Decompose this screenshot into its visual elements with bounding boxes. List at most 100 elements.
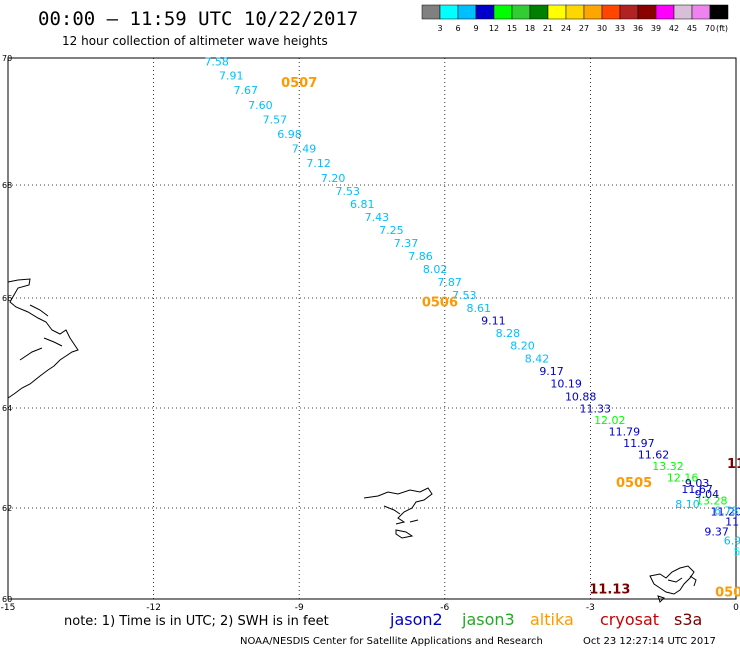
colorbar-swatch bbox=[565, 4, 585, 20]
satellite-legend-item: jason2 bbox=[389, 610, 443, 629]
swh-value: 9.03 bbox=[685, 477, 710, 490]
lat-label: 64 bbox=[2, 404, 12, 413]
swh-value: 11.79 bbox=[609, 426, 641, 439]
colorbar-swatch bbox=[655, 4, 675, 20]
swh-value: 6.78 bbox=[714, 504, 739, 517]
swh-value: 7.53 bbox=[452, 289, 477, 302]
colorbar-swatch bbox=[691, 4, 711, 20]
swh-value: 7.43 bbox=[365, 211, 390, 224]
swh-value: 8.28 bbox=[496, 327, 521, 340]
swh-value: 10.19 bbox=[550, 378, 582, 391]
colorbar-tick-label: 21 bbox=[543, 24, 553, 33]
satellite-legend-item: s3a bbox=[674, 610, 702, 629]
swh-value: 6.81 bbox=[350, 198, 375, 211]
swh-value: 11.33 bbox=[580, 403, 612, 416]
swh-value: 7.91 bbox=[219, 70, 244, 83]
colorbar-tick-label: 6 bbox=[455, 24, 460, 33]
colorbar-tick-label: 45 bbox=[687, 24, 697, 33]
colorbar-unit: (ft) bbox=[716, 24, 728, 33]
colorbar-tick-label: 36 bbox=[633, 24, 643, 33]
swh-value: 8.02 bbox=[423, 263, 448, 276]
colorbar-tick-label: 3 bbox=[437, 24, 442, 33]
swh-value: 7.53 bbox=[335, 185, 360, 198]
orbit-rev-label: 0506 bbox=[422, 295, 458, 310]
colorbar-swatch bbox=[583, 4, 603, 20]
footer-credit: NOAA/NESDIS Center for Satellite Applica… bbox=[240, 636, 543, 647]
swh-value: 7.60 bbox=[248, 99, 273, 112]
lat-label: 62 bbox=[2, 504, 12, 513]
colorbar-swatch bbox=[529, 4, 549, 20]
swh-value: 11.97 bbox=[623, 437, 655, 450]
colorbar-tick-label: 70 bbox=[705, 24, 715, 33]
swh-value: 11.62 bbox=[638, 449, 670, 462]
swh-value: 8.42 bbox=[525, 352, 550, 365]
lon-label: -9 bbox=[295, 603, 304, 613]
swh-value: 7.87 bbox=[437, 276, 462, 289]
colorbar-tick-label: 9 bbox=[473, 24, 478, 33]
lat-label: 60 bbox=[2, 595, 12, 604]
lat-label: 68 bbox=[2, 181, 12, 190]
swh-value: 9.04 bbox=[695, 488, 720, 501]
satellite-legend-item: cryosat bbox=[600, 610, 659, 629]
swh-value: 11.67 bbox=[681, 483, 713, 496]
lon-label: -3 bbox=[586, 603, 595, 613]
colorbar-swatch bbox=[673, 4, 693, 20]
lon-label: -6 bbox=[440, 603, 449, 613]
swh-labels: 7.587.917.677.607.576.987.497.127.207.53… bbox=[204, 56, 740, 559]
colorbar-swatch bbox=[475, 4, 495, 20]
lon-label: -12 bbox=[146, 603, 161, 613]
colorbar-swatch bbox=[439, 4, 459, 20]
swh-value: 7.49 bbox=[292, 143, 317, 156]
graticule-grid bbox=[8, 58, 736, 599]
swh-value: 11.56 bbox=[725, 516, 740, 529]
swh-value: 8.20 bbox=[510, 340, 535, 353]
colorbar-tick-label: 42 bbox=[669, 24, 679, 33]
colorbar-swatch bbox=[421, 4, 441, 20]
swh-value: 13.28 bbox=[696, 495, 728, 508]
colorbar-swatch bbox=[709, 4, 729, 20]
swh-value: 5.52 bbox=[733, 545, 740, 558]
orbit-rev-label: 050 bbox=[715, 585, 740, 600]
satellite-legend-item: jason3 bbox=[461, 610, 515, 629]
map-title: 00:00 – 11:59 UTC 10/22/2017 bbox=[38, 8, 358, 30]
orbit-rev-label: 0507 bbox=[281, 76, 317, 91]
lon-label: 0 bbox=[733, 603, 739, 613]
swh-value: 6.96 bbox=[724, 534, 740, 547]
colorbar-swatch bbox=[493, 4, 513, 20]
swh-value: 7.12 bbox=[306, 157, 331, 170]
map-subtitle: 12 hour collection of altimeter wave hei… bbox=[62, 34, 328, 48]
footer-note: note: 1) Time is in UTC; 2) SWH is in fe… bbox=[64, 614, 329, 629]
swh-value: 7.58 bbox=[204, 56, 229, 69]
colorbar-tick-label: 27 bbox=[579, 24, 589, 33]
colorbar-swatch bbox=[547, 4, 567, 20]
swh-value: 7.57 bbox=[263, 113, 288, 126]
orbit-rev-label: 11 bbox=[727, 457, 740, 472]
colorbar-tick-label: 39 bbox=[651, 24, 661, 33]
swh-value: 6.98 bbox=[277, 128, 302, 141]
coastline bbox=[7, 278, 697, 603]
lon-label: -15 bbox=[1, 603, 16, 613]
lat-label: 70 bbox=[2, 54, 12, 63]
colorbar-tick-label: 18 bbox=[525, 24, 535, 33]
colorbar-swatch bbox=[619, 4, 639, 20]
colorbar-tick-label: 12 bbox=[489, 24, 499, 33]
colorbar-swatch bbox=[637, 4, 657, 20]
swh-value: 12.02 bbox=[594, 414, 626, 427]
swh-value: 7.20 bbox=[321, 172, 346, 185]
plot-frame bbox=[7, 57, 737, 600]
swh-value: 8.61 bbox=[467, 302, 492, 315]
colorbar-legend: 3 6 9 12 15 18 21 24 27 30 33 36 39 42 45 70 (ft) bbox=[421, 4, 729, 33]
swh-value: 12.16 bbox=[667, 472, 699, 485]
satellite-legend: jason2 jason3 altika cryosat s3a bbox=[389, 610, 702, 629]
colorbar-tick-label: 30 bbox=[597, 24, 607, 33]
swh-value: 7.86 bbox=[408, 250, 433, 263]
colorbar-tick-label: 15 bbox=[507, 24, 517, 33]
swh-value: 7.37 bbox=[394, 237, 419, 250]
colorbar-tick-label: 24 bbox=[561, 24, 571, 33]
axis-labels: 70 68 66 64 62 60-15 -12 -9 -6 -3 0 bbox=[1, 54, 739, 613]
colorbar-swatch bbox=[601, 4, 621, 20]
swh-value: 9.17 bbox=[539, 365, 564, 378]
lat-label: 66 bbox=[2, 294, 12, 303]
swh-value: 7.25 bbox=[379, 224, 404, 237]
